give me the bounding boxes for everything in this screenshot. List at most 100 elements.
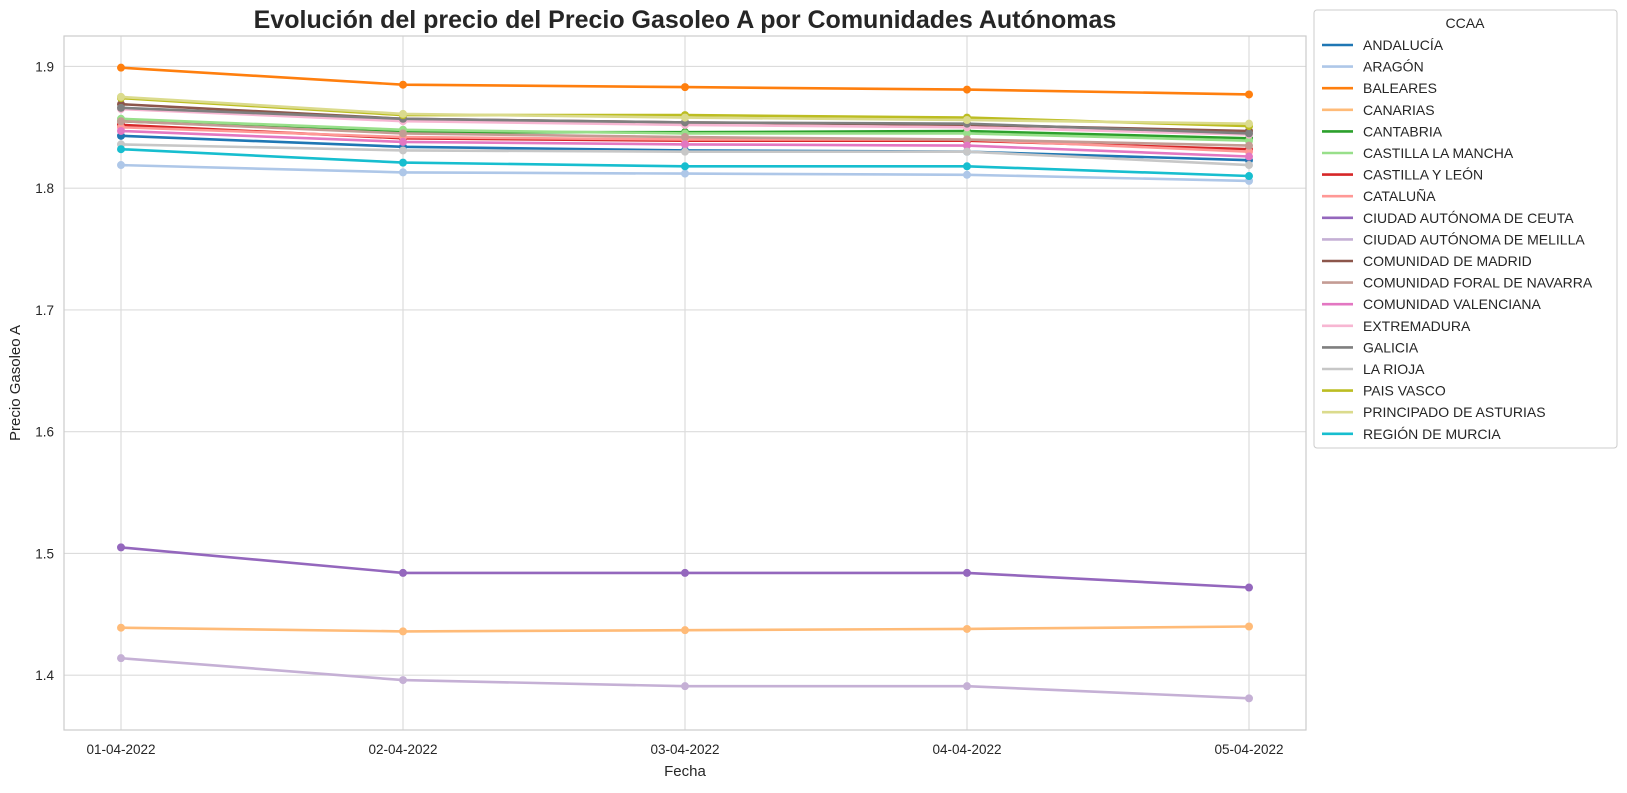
- data-point: [681, 682, 689, 691]
- data-point: [681, 147, 689, 156]
- data-point: [117, 145, 125, 154]
- series: [117, 117, 1253, 150]
- data-point: [117, 161, 125, 170]
- data-point: [681, 162, 689, 171]
- legend-entry-label: EXTREMADURA: [1363, 318, 1471, 334]
- data-point: [117, 623, 125, 632]
- data-point: [681, 133, 689, 142]
- legend-title: CCAA: [1446, 15, 1486, 31]
- data-point: [1245, 90, 1253, 99]
- data-point: [681, 140, 689, 149]
- legend-entry-label: CATALUÑA: [1363, 188, 1436, 204]
- data-point: [681, 169, 689, 178]
- data-point: [963, 85, 971, 94]
- data-point: [399, 129, 407, 138]
- data-point: [963, 682, 971, 691]
- data-point: [1245, 152, 1253, 161]
- legend-entry-label: CIUDAD AUTÓNOMA DE CEUTA: [1363, 210, 1574, 226]
- data-point: [1245, 129, 1253, 138]
- y-tick-label: 1.9: [35, 59, 54, 74]
- x-tick-label: 05-04-2022: [1214, 742, 1283, 757]
- data-point: [399, 80, 407, 89]
- data-point: [399, 146, 407, 155]
- data-point: [963, 141, 971, 150]
- legend-entry-label: COMUNIDAD FORAL DE NAVARRA: [1363, 275, 1593, 291]
- legend-entry-label: CANARIAS: [1363, 102, 1435, 118]
- legend-entry-label: COMUNIDAD DE MADRID: [1363, 253, 1532, 269]
- series: [117, 145, 1253, 181]
- data-point: [963, 568, 971, 577]
- data-point: [1245, 119, 1253, 128]
- data-point: [399, 137, 407, 146]
- legend-entry-label: CIUDAD AUTÓNOMA DE MELILLA: [1363, 231, 1585, 247]
- data-point: [963, 116, 971, 125]
- y-tick-label: 1.4: [35, 668, 54, 683]
- legend-entry-label: ARAGÓN: [1363, 59, 1424, 75]
- x-tick-label: 01-04-2022: [86, 742, 155, 757]
- data-point: [117, 543, 125, 552]
- y-tick-label: 1.8: [35, 181, 54, 196]
- chart-title: Evolución del precio del Precio Gasoleo …: [254, 6, 1117, 34]
- legend-entry-label: ANDALUCÍA: [1363, 37, 1444, 53]
- data-point: [681, 626, 689, 635]
- series: [117, 92, 1253, 128]
- data-point: [1245, 694, 1253, 703]
- data-point: [681, 83, 689, 92]
- data-point: [117, 654, 125, 663]
- legend-entry-label: BALEARES: [1363, 80, 1437, 96]
- data-point: [963, 147, 971, 156]
- data-point: [399, 168, 407, 177]
- data-point: [1245, 583, 1253, 592]
- legend-entry-label: PAIS VASCO: [1363, 383, 1446, 399]
- legend-entry-label: LA RIOJA: [1363, 361, 1425, 377]
- legend-entry-label: CANTABRIA: [1363, 123, 1443, 139]
- data-point: [117, 117, 125, 126]
- x-tick-label: 03-04-2022: [650, 742, 719, 757]
- data-point: [1245, 161, 1253, 170]
- data-point: [117, 92, 125, 101]
- x-tick-label: 04-04-2022: [932, 742, 1001, 757]
- series: [117, 543, 1253, 592]
- x-tick-label: 02-04-2022: [368, 742, 437, 757]
- data-point: [399, 568, 407, 577]
- data-point: [399, 158, 407, 167]
- data-point: [1245, 622, 1253, 631]
- legend-entry-label: COMUNIDAD VALENCIANA: [1363, 296, 1542, 312]
- data-point: [399, 627, 407, 636]
- legend-entry-label: PRINCIPADO DE ASTURIAS: [1363, 404, 1546, 420]
- series-lines: [117, 63, 1253, 703]
- series: [117, 63, 1253, 99]
- series: [117, 654, 1253, 703]
- series: [117, 622, 1253, 636]
- data-point: [1245, 141, 1253, 150]
- y-axis-label: Precio Gasoleo A: [7, 325, 24, 441]
- series: [117, 126, 1253, 161]
- legend: CCAA ANDALUCÍA ARAGÓN BALEARES CANARIAS CANT…: [1313, 9, 1618, 449]
- data-point: [117, 63, 125, 72]
- data-point: [117, 126, 125, 135]
- y-tick-label: 1.6: [35, 425, 54, 440]
- plot-area-frame: [63, 35, 1307, 731]
- x-axis-label: Fecha: [664, 763, 706, 780]
- legend-entry-label: CASTILLA LA MANCHA: [1363, 145, 1514, 161]
- data-point: [963, 135, 971, 144]
- data-point: [963, 624, 971, 633]
- data-point: [117, 103, 125, 112]
- data-point: [1245, 172, 1253, 181]
- legend-entry-label: GALICIA: [1363, 339, 1419, 355]
- data-point: [399, 109, 407, 118]
- legend-frame: [1313, 9, 1618, 449]
- data-point: [963, 162, 971, 171]
- data-point: [963, 129, 971, 138]
- legend-entry-label: CASTILLA Y LEÓN: [1363, 167, 1483, 183]
- data-point: [681, 113, 689, 122]
- data-point: [963, 170, 971, 179]
- axis-ticks: 01-04-2022 02-04-2022 03-04-2022 04-04-2022…: [35, 59, 1283, 757]
- y-tick-label: 1.5: [35, 546, 54, 561]
- y-tick-label: 1.7: [35, 303, 54, 318]
- legend-entry-label: REGIÓN DE MURCIA: [1363, 426, 1501, 442]
- data-point: [399, 676, 407, 685]
- data-point: [681, 568, 689, 577]
